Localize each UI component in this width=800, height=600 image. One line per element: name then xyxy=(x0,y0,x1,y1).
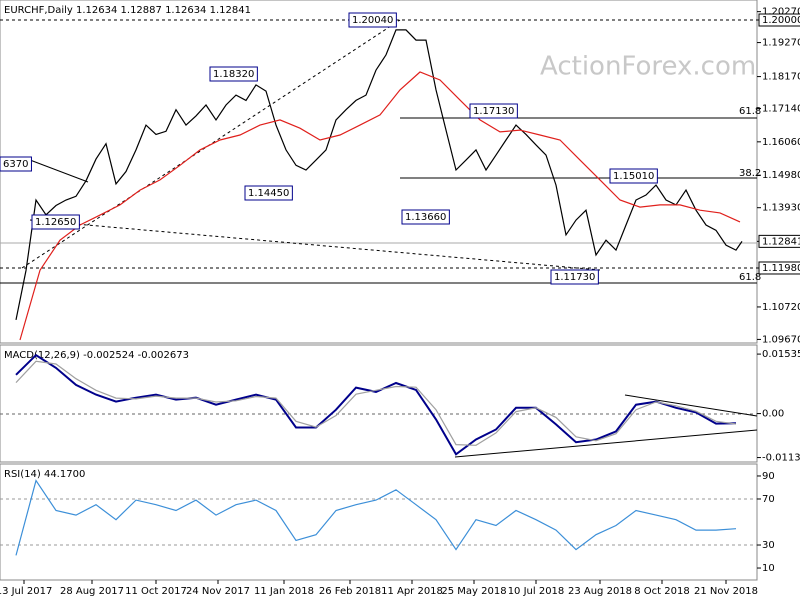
x-tick-label: 11 Oct 2017 xyxy=(125,586,187,597)
chart-title: EURCHF,Daily 1.12634 1.12887 1.12634 1.1… xyxy=(4,5,251,16)
y-tick-label: 1.11980 xyxy=(762,263,800,274)
price-annotation: 1.15010 xyxy=(613,171,654,182)
series-line xyxy=(19,71,741,341)
y-tick-label: 1.10720 xyxy=(762,302,800,313)
y-tick-label: 30 xyxy=(762,540,775,551)
fib-label: 61.8 xyxy=(739,106,761,117)
price-annotation: 1.17130 xyxy=(473,106,514,117)
price-annotation: 1.18320 xyxy=(213,69,254,80)
price-annotation: 1.13660 xyxy=(405,212,446,223)
series-line xyxy=(15,479,737,556)
y-tick-label: 1.19270 xyxy=(762,38,800,49)
macd-title: MACD(12,26,9) -0.002524 -0.002673 xyxy=(4,350,189,361)
y-tick-label: 90 xyxy=(762,471,775,482)
y-tick-label: 10 xyxy=(762,563,775,574)
x-tick-label: 24 Nov 2017 xyxy=(186,586,250,597)
y-tick-label: 0.00 xyxy=(762,409,784,420)
annotation-box xyxy=(469,103,518,119)
price-annotation: 1.14450 xyxy=(248,188,289,199)
x-tick-label: 8 Oct 2018 xyxy=(634,586,689,597)
annotation-box xyxy=(348,12,397,28)
y-tick-label: 1.20270 xyxy=(762,7,800,18)
annotation-box xyxy=(0,156,32,172)
y-tick-label: 70 xyxy=(762,494,775,505)
price-annotation: 1.12650 xyxy=(35,217,76,228)
x-tick-label: 21 Nov 2018 xyxy=(694,586,758,597)
price-annotation: 6370 xyxy=(3,159,28,170)
annotation-box xyxy=(244,185,293,201)
y-tick-label: -0.011354 xyxy=(762,453,800,464)
x-tick-label: 23 Aug 2018 xyxy=(568,586,632,597)
series-line xyxy=(15,360,737,446)
annotation-box xyxy=(550,269,599,285)
annotation-box xyxy=(209,66,258,82)
annotation-box xyxy=(609,168,658,184)
y-tick-label: 1.09670 xyxy=(762,334,800,345)
x-tick-label: 11 Jan 2018 xyxy=(254,586,314,597)
x-tick-label: 25 May 2018 xyxy=(441,586,506,597)
fib-label: 61.8 xyxy=(739,272,761,283)
series-line xyxy=(15,29,743,321)
y-tick-label: 1.18170 xyxy=(762,72,800,83)
price-panel xyxy=(0,0,758,344)
y-tick-label: 1.20000 xyxy=(762,15,800,26)
trend-line xyxy=(624,394,758,417)
x-tick-label: 11 Apr 2018 xyxy=(381,586,443,597)
x-tick-label: 10 Jul 2018 xyxy=(508,586,565,597)
price-annotation: 1.11730 xyxy=(554,272,595,283)
trend-line xyxy=(29,219,601,271)
price-box xyxy=(758,261,800,275)
trend-line xyxy=(454,429,758,458)
y-tick-label: 1.14980 xyxy=(762,170,800,181)
rsi-panel xyxy=(0,463,758,581)
y-tick-label: 1.16060 xyxy=(762,137,800,148)
trend-line xyxy=(29,159,89,183)
y-tick-label: 1.13930 xyxy=(762,203,800,214)
x-tick-label: 28 Aug 2017 xyxy=(60,586,124,597)
macd-panel xyxy=(0,344,758,463)
x-tick-label: 13 Jul 2017 xyxy=(0,586,52,597)
x-tick-label: 26 Feb 2018 xyxy=(319,586,381,597)
y-tick-label: 0.015354 xyxy=(762,349,800,360)
y-tick-label: 1.12841 xyxy=(762,236,800,247)
fib-label: 38.2 xyxy=(739,168,761,179)
price-box xyxy=(758,234,800,248)
rsi-title: RSI(14) 44.1700 xyxy=(4,469,85,480)
series-line xyxy=(15,353,737,456)
y-tick-label: 1.17140 xyxy=(762,103,800,114)
annotation-box xyxy=(31,214,80,230)
price-box xyxy=(758,13,800,27)
watermark: ActionForex.com xyxy=(540,52,756,82)
price-annotation: 1.20040 xyxy=(352,15,393,26)
annotation-box xyxy=(401,209,450,225)
